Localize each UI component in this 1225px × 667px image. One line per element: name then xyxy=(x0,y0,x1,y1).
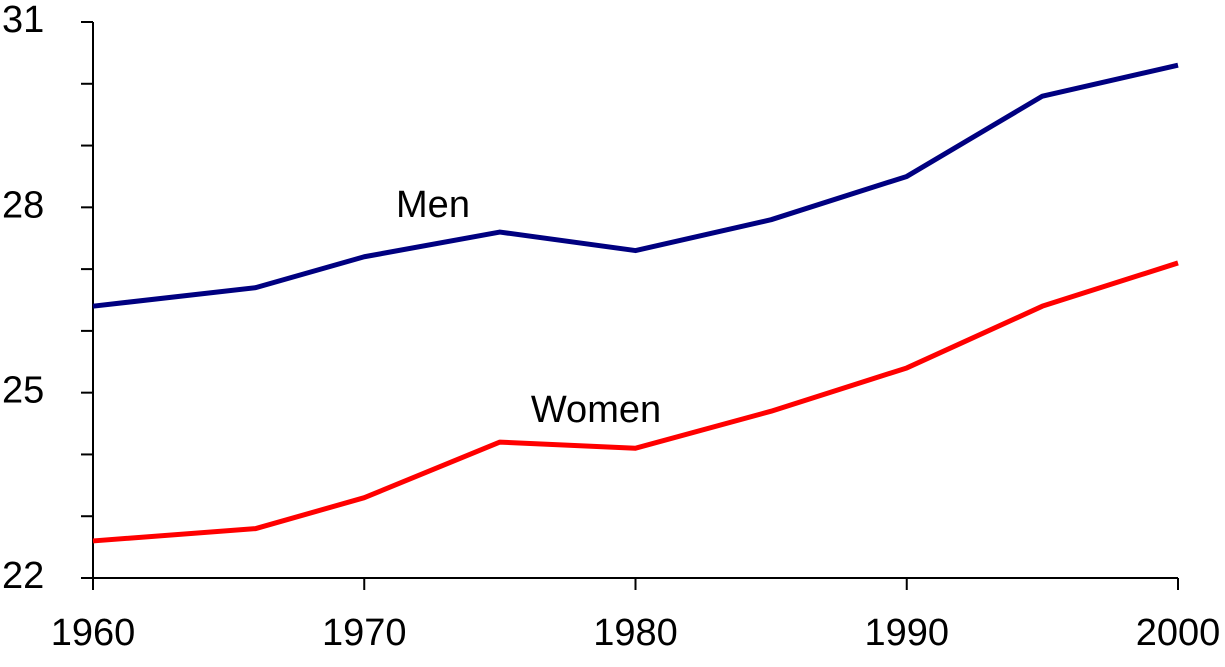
series-line xyxy=(92,62,1179,309)
series-label: Women xyxy=(531,389,661,431)
y-tick-label: 22 xyxy=(2,555,44,597)
y-tick-label: 25 xyxy=(2,370,44,412)
y-tick-label: 28 xyxy=(2,184,44,226)
x-tick-label: 2000 xyxy=(1136,612,1221,654)
y-tick-label: 31 xyxy=(2,0,44,41)
series-line xyxy=(92,260,1179,544)
x-tick-label: 1980 xyxy=(593,612,678,654)
x-tick-label: 1990 xyxy=(864,612,949,654)
x-tick-label: 1970 xyxy=(322,612,407,654)
x-tick-label: 1960 xyxy=(51,612,136,654)
series-label: Men xyxy=(396,184,470,226)
